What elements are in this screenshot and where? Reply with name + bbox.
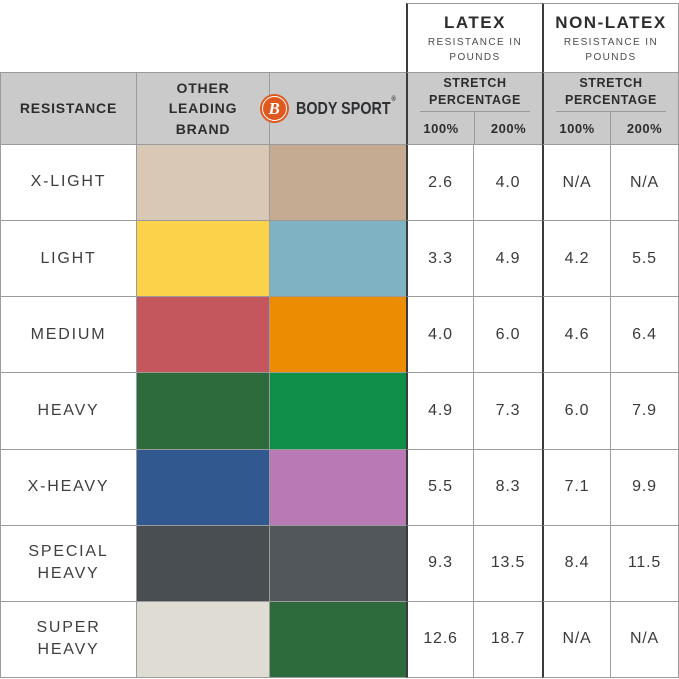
latex-stretch-subheader: STRETCH PERCENTAGE 100% 200% — [406, 72, 542, 145]
nonlatex-100-header: 100% — [544, 112, 611, 145]
nonlatex-100-value: 6.0 — [542, 373, 611, 450]
latex-100-header: 100% — [408, 112, 475, 145]
other-brand-swatch — [137, 449, 270, 526]
latex-100-value: 5.5 — [406, 449, 474, 526]
nonlatex-100-value: 8.4 — [542, 525, 611, 602]
nonlatex-group-header: NON-LATEX RESISTANCE IN POUNDS — [542, 3, 679, 72]
latex-200-value: 4.0 — [474, 145, 542, 222]
nonlatex-100-value: N/A — [542, 601, 611, 678]
bodysport-logo-text: BODY SPORT® — [295, 96, 396, 118]
nonlatex-100-value: 4.2 — [542, 221, 611, 298]
bodysport-logo-icon: B — [259, 94, 289, 123]
latex-title: LATEX — [444, 13, 506, 32]
nonlatex-200-value: 6.4 — [611, 297, 679, 374]
other-brand-swatch — [137, 297, 270, 374]
nonlatex-100-value: 4.6 — [542, 297, 611, 374]
latex-100-value: 3.3 — [406, 221, 474, 298]
latex-100-value: 4.0 — [406, 297, 474, 374]
resistance-label: HEAVY — [0, 373, 137, 450]
other-brand-swatch — [137, 601, 270, 678]
nonlatex-stretch-subheader: STRETCH PERCENTAGE 100% 200% — [542, 72, 679, 145]
latex-200-value: 18.7 — [474, 601, 542, 678]
registered-mark: ® — [391, 96, 396, 103]
nonlatex-200-header: 200% — [626, 121, 663, 136]
nonlatex-200-value: 9.9 — [611, 449, 679, 526]
bodysport-swatch — [270, 145, 406, 222]
latex-stretch-label: STRETCH PERCENTAGE — [420, 73, 530, 112]
resistance-label: X-LIGHT — [0, 145, 137, 222]
resistance-label: SPECIAL HEAVY — [0, 525, 137, 602]
bodysport-swatch — [270, 221, 406, 298]
latex-200-value: 13.5 — [474, 525, 542, 602]
bodysport-column-header: B BODY SPORT® — [259, 72, 406, 145]
other-brand-column-header: OTHER LEADING BRAND — [137, 72, 270, 145]
nonlatex-200-value: 11.5 — [611, 525, 679, 602]
resistance-label: MEDIUM — [0, 297, 137, 374]
latex-200-value: 6.0 — [474, 297, 542, 374]
nonlatex-200-value: 7.9 — [611, 373, 679, 450]
nonlatex-title: NON-LATEX — [555, 13, 667, 32]
latex-100-value: 2.6 — [406, 145, 474, 222]
latex-subtitle: RESISTANCE IN POUNDS — [427, 37, 523, 63]
bodysport-swatch — [270, 601, 406, 678]
nonlatex-200-value: 5.5 — [611, 221, 679, 298]
latex-200-header: 200% — [490, 121, 527, 136]
latex-200-value: 4.9 — [474, 221, 542, 298]
bodysport-swatch — [270, 297, 406, 374]
latex-200-value: 7.3 — [474, 373, 542, 450]
latex-200-value: 8.3 — [474, 449, 542, 526]
latex-100-value: 4.9 — [406, 373, 474, 450]
nonlatex-100-value: N/A — [542, 145, 611, 222]
bodysport-swatch — [270, 373, 406, 450]
resistance-label: LIGHT — [0, 221, 137, 298]
table-grid: LATEX RESISTANCE IN POUNDS NON-LATEX RES… — [0, 3, 679, 678]
latex-group-header: LATEX RESISTANCE IN POUNDS — [406, 3, 542, 72]
bodysport-swatch — [270, 449, 406, 526]
nonlatex-100-value: 7.1 — [542, 449, 611, 526]
other-brand-swatch — [137, 373, 270, 450]
other-brand-swatch — [137, 525, 270, 602]
latex-100-value: 12.6 — [406, 601, 474, 678]
resistance-column-header: RESISTANCE — [0, 72, 137, 145]
latex-100-value: 9.3 — [406, 525, 474, 602]
nonlatex-200-value: N/A — [611, 145, 679, 222]
other-brand-swatch — [137, 221, 270, 298]
bodysport-swatch — [270, 525, 406, 602]
resistance-label: X-HEAVY — [0, 449, 137, 526]
empty-corner — [0, 3, 406, 72]
other-brand-swatch — [137, 145, 270, 222]
resistance-label: SUPER HEAVY — [0, 601, 137, 678]
nonlatex-200-value: N/A — [611, 601, 679, 678]
nonlatex-subtitle: RESISTANCE IN POUNDS — [563, 37, 659, 63]
nonlatex-stretch-label: STRETCH PERCENTAGE — [556, 73, 666, 112]
